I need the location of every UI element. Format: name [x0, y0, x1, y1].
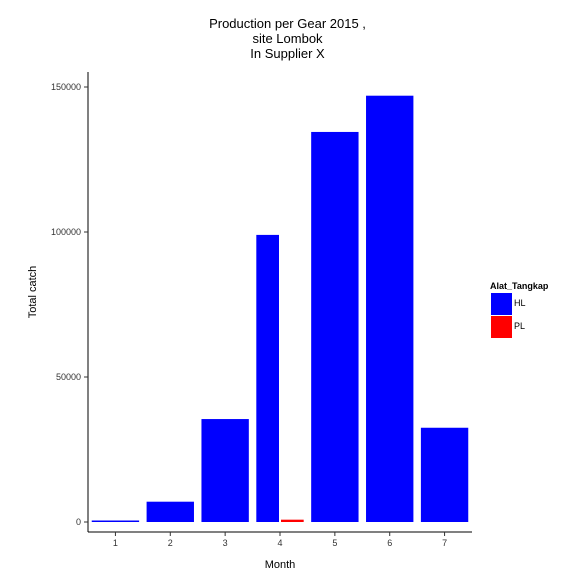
bar-hl-6 — [366, 95, 414, 522]
x-tick-label: 6 — [387, 538, 392, 548]
x-tick-label: 3 — [223, 538, 228, 548]
bar-hl-3 — [201, 419, 249, 522]
legend-label-hl: HL — [514, 298, 526, 308]
x-tick-label: 1 — [113, 538, 118, 548]
bar-hl-2 — [146, 501, 194, 522]
legend-key-hl — [491, 293, 512, 315]
bar-hl-7 — [420, 427, 469, 522]
bar-hl-4 — [256, 234, 279, 522]
y-tick-label: 50000 — [56, 372, 81, 382]
y-axis-title: Total catch — [27, 266, 39, 319]
y-tick-label: 0 — [76, 517, 81, 527]
x-tick-label: 4 — [277, 538, 282, 548]
legend-title: Alat_Tangkap — [490, 281, 549, 291]
legend-key-pl — [491, 316, 512, 338]
chart-title-line-1: Production per Gear 2015 , — [209, 16, 366, 31]
x-axis-title: Month — [265, 559, 296, 570]
y-tick-label: 100000 — [51, 227, 81, 237]
legend-label-pl: PL — [514, 321, 525, 331]
chart-title-line-3: In Supplier X — [250, 46, 325, 61]
y-tick-label: 150000 — [51, 82, 81, 92]
chart-title-line-2: site Lombok — [252, 31, 323, 46]
bar-hl-5 — [311, 131, 359, 522]
x-tick-label: 7 — [442, 538, 447, 548]
x-tick-label: 5 — [332, 538, 337, 548]
bar-pl-4 — [281, 519, 304, 522]
bar-hl-1 — [91, 520, 140, 522]
x-tick-label: 2 — [168, 538, 173, 548]
chart-title: Production per Gear 2015 , site Lombok I… — [90, 16, 485, 61]
